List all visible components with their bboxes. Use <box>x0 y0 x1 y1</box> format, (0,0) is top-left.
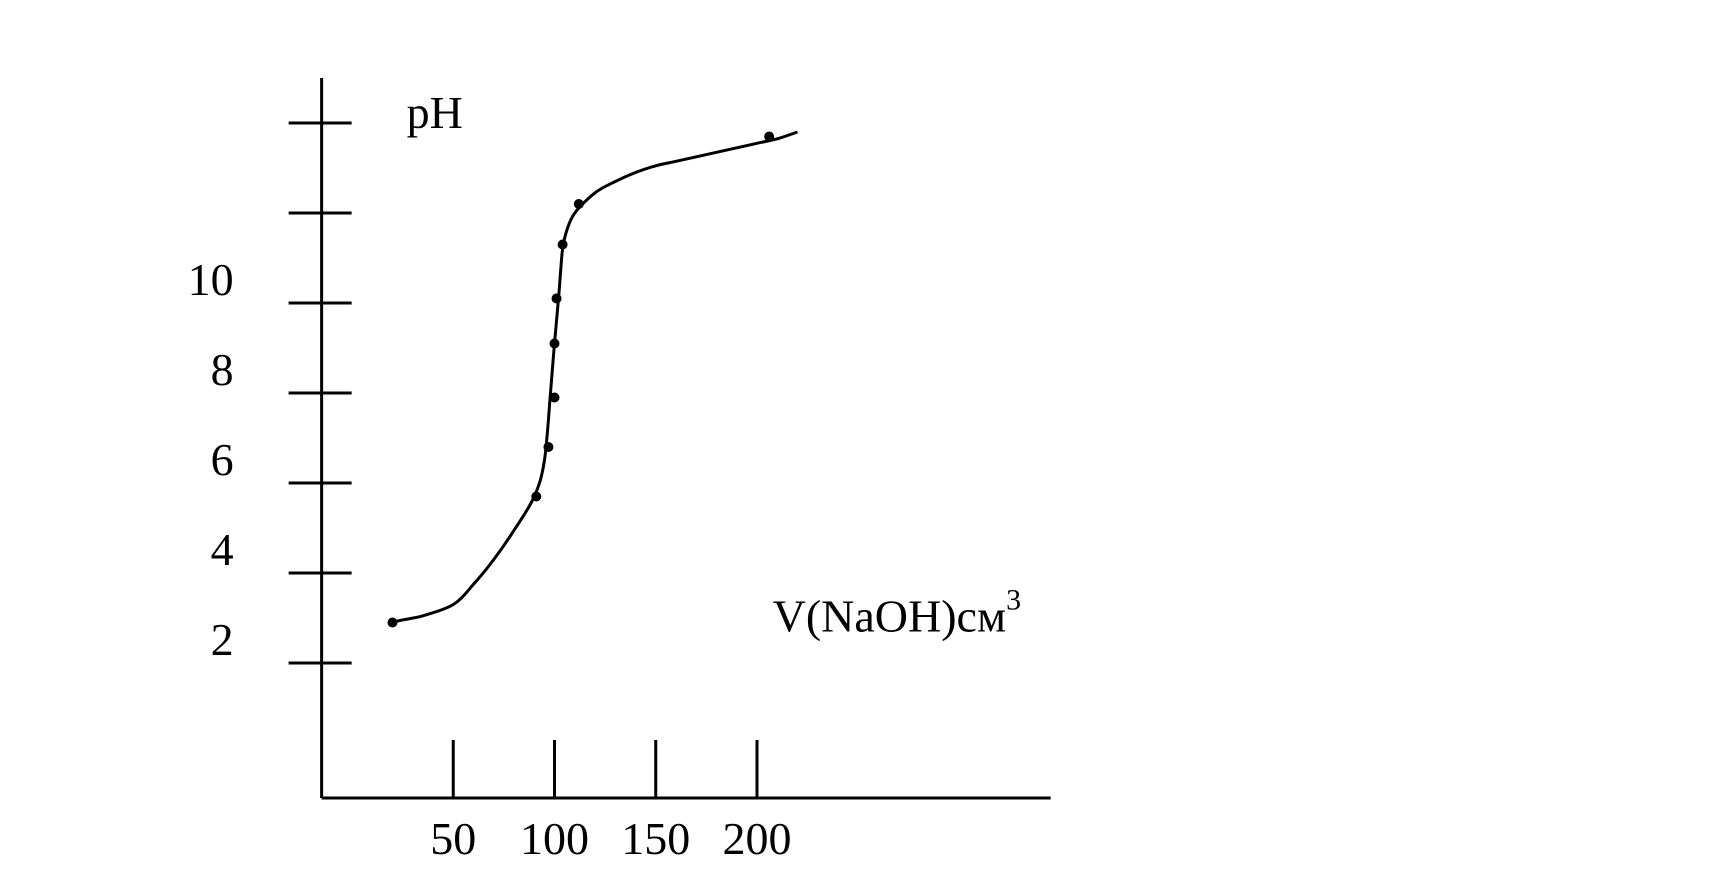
x-ticks: 50 100 150 200 <box>430 740 792 864</box>
data-point <box>573 199 584 209</box>
data-point <box>557 239 568 250</box>
x-tick-label: 200 <box>723 813 792 864</box>
data-point <box>531 491 542 502</box>
data-points <box>387 131 775 628</box>
data-point <box>549 338 560 349</box>
x-tick-label: 50 <box>430 813 476 864</box>
titration-curve <box>392 130 798 624</box>
x-axis-label: V(NaOH)см3 <box>773 584 1021 642</box>
x-axis-label-text: V(NaOH)см <box>773 591 1006 642</box>
axes <box>320 78 1051 800</box>
y-tick-label: 6 <box>211 434 234 485</box>
y-tick-label: 2 <box>211 614 234 665</box>
data-point <box>549 392 560 403</box>
x-tick-label: 150 <box>621 813 690 864</box>
x-axis-label-superscript: 3 <box>1006 584 1021 617</box>
y-axis-label: pH <box>407 87 463 138</box>
data-point <box>764 131 775 142</box>
y-tick-label: 10 <box>188 254 234 305</box>
y-ticks: 2 4 6 8 10 <box>188 121 352 665</box>
data-point <box>387 617 398 628</box>
y-tick-label: 8 <box>211 344 234 395</box>
y-tick-label: 4 <box>211 524 234 575</box>
data-point <box>551 293 562 304</box>
x-tick-label: 100 <box>520 813 589 864</box>
data-point <box>543 442 554 452</box>
